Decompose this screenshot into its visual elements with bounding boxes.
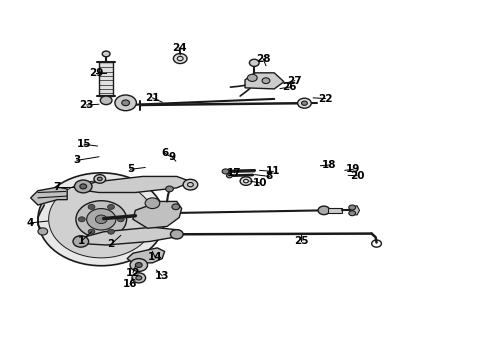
Text: 4: 4 <box>27 218 34 228</box>
Circle shape <box>88 204 95 210</box>
Polygon shape <box>133 202 182 228</box>
Bar <box>328 208 343 212</box>
Circle shape <box>136 276 142 280</box>
Circle shape <box>145 198 160 208</box>
Circle shape <box>183 179 198 190</box>
Circle shape <box>78 217 85 222</box>
Circle shape <box>135 262 142 267</box>
Text: 16: 16 <box>123 279 137 289</box>
Circle shape <box>132 273 146 283</box>
Circle shape <box>74 180 92 193</box>
Text: 12: 12 <box>126 268 140 278</box>
Circle shape <box>297 98 311 108</box>
Circle shape <box>240 177 252 185</box>
Circle shape <box>38 228 48 235</box>
Circle shape <box>349 205 356 210</box>
Circle shape <box>115 95 136 111</box>
Circle shape <box>130 258 147 271</box>
Circle shape <box>49 181 154 258</box>
Circle shape <box>166 186 173 192</box>
Circle shape <box>108 229 115 234</box>
Circle shape <box>122 100 129 106</box>
Circle shape <box>38 173 165 266</box>
Circle shape <box>102 51 110 57</box>
Text: 2: 2 <box>107 239 115 249</box>
Text: 23: 23 <box>79 100 94 110</box>
Circle shape <box>172 204 180 210</box>
Circle shape <box>88 229 95 234</box>
Circle shape <box>301 101 307 105</box>
Polygon shape <box>77 227 179 245</box>
Polygon shape <box>351 206 360 215</box>
Text: 27: 27 <box>287 76 302 86</box>
Text: 9: 9 <box>169 152 175 162</box>
Text: 19: 19 <box>346 164 360 174</box>
Text: 25: 25 <box>294 237 308 247</box>
Circle shape <box>117 217 124 222</box>
Circle shape <box>108 204 115 210</box>
Text: 3: 3 <box>74 156 80 165</box>
Circle shape <box>87 208 116 230</box>
Text: 21: 21 <box>145 93 160 103</box>
Text: 13: 13 <box>155 271 170 281</box>
Text: 11: 11 <box>266 166 280 176</box>
Circle shape <box>98 177 102 181</box>
Circle shape <box>222 169 229 174</box>
Text: 7: 7 <box>54 182 61 192</box>
Text: 15: 15 <box>77 139 92 149</box>
Text: 26: 26 <box>283 82 297 92</box>
Polygon shape <box>30 187 67 205</box>
Bar <box>99 62 113 96</box>
Text: 18: 18 <box>321 160 336 170</box>
Text: 1: 1 <box>78 236 85 246</box>
Text: 8: 8 <box>266 171 273 181</box>
Text: 6: 6 <box>161 148 168 158</box>
Circle shape <box>94 175 106 183</box>
Text: 5: 5 <box>127 164 134 174</box>
Text: 22: 22 <box>318 94 333 104</box>
Text: 17: 17 <box>227 168 242 178</box>
Text: 29: 29 <box>89 68 103 78</box>
Polygon shape <box>127 248 165 263</box>
Text: 28: 28 <box>256 54 270 64</box>
Polygon shape <box>245 73 284 89</box>
Circle shape <box>100 96 112 105</box>
Circle shape <box>96 215 107 224</box>
Circle shape <box>249 59 259 66</box>
Text: 14: 14 <box>147 252 162 262</box>
Text: 10: 10 <box>252 178 267 188</box>
Circle shape <box>80 184 87 189</box>
Text: 24: 24 <box>172 43 187 53</box>
Circle shape <box>318 206 330 215</box>
Circle shape <box>247 74 257 81</box>
Circle shape <box>226 174 232 178</box>
Text: 20: 20 <box>350 171 364 181</box>
Circle shape <box>262 78 270 84</box>
Circle shape <box>349 211 356 216</box>
Circle shape <box>173 54 187 64</box>
Circle shape <box>171 230 183 239</box>
Circle shape <box>76 201 126 238</box>
Circle shape <box>73 236 89 247</box>
Polygon shape <box>77 176 192 193</box>
